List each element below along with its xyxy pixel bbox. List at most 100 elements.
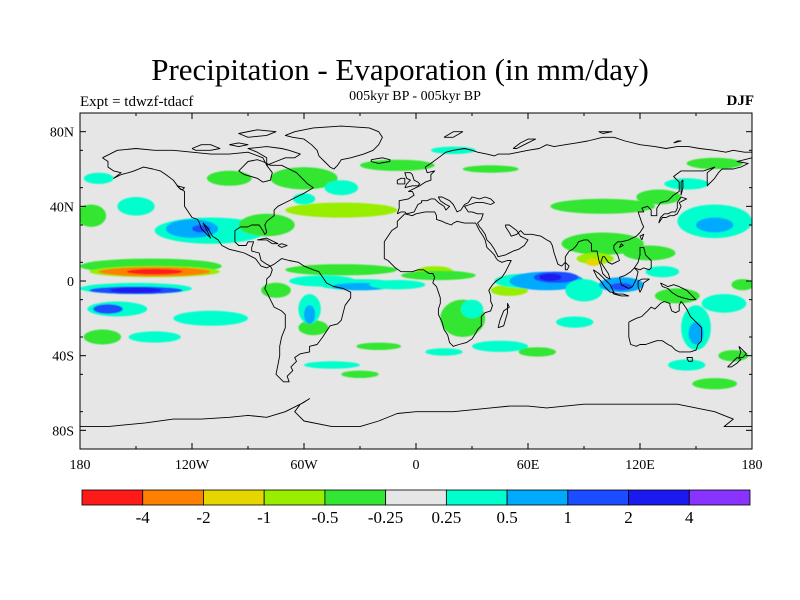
- coastline: [592, 269, 615, 293]
- anomaly-region: [462, 165, 519, 173]
- colorbar-swatch: [142, 489, 204, 506]
- colorbar-label: -4: [136, 508, 151, 527]
- anomaly-region: [83, 329, 122, 345]
- coastline: [619, 267, 639, 289]
- lon-tick-label: 120E: [625, 458, 655, 473]
- colorbar-label: -0.25: [368, 508, 403, 527]
- anomaly-region: [369, 280, 426, 290]
- coastline: [673, 140, 682, 144]
- lon-tick-label: 120W: [175, 458, 210, 473]
- coastline: [370, 157, 391, 164]
- anomaly-region: [261, 282, 291, 298]
- lon-tick-label: 0: [413, 458, 420, 473]
- coastline: [404, 172, 421, 189]
- anomaly-region: [128, 331, 181, 343]
- colorbar-swatch: [203, 489, 265, 506]
- coastline: [619, 243, 624, 248]
- coastline: [512, 138, 536, 149]
- coastline: [284, 125, 383, 170]
- coastline: [176, 185, 185, 190]
- coastline: [680, 179, 684, 196]
- anomaly-region: [636, 189, 682, 205]
- anomaly-region: [460, 299, 484, 319]
- anomaly-region: [696, 217, 734, 233]
- anomaly-region: [731, 279, 752, 291]
- coastline: [497, 302, 510, 329]
- colorbar-label: 1: [564, 508, 573, 527]
- lat-tick-label: 40N: [50, 200, 74, 215]
- anomaly-region: [518, 347, 556, 357]
- coastline: [658, 196, 688, 224]
- anomaly-region: [692, 378, 738, 390]
- coastline: [686, 357, 693, 362]
- anomaly-region: [109, 287, 163, 294]
- colorbar-swatch: [445, 489, 508, 506]
- lat-tick-label: 40S: [52, 350, 74, 365]
- coastline: [628, 301, 703, 353]
- colorbar-label: 2: [624, 508, 633, 527]
- experiment-label: Expt = tdwzf-tdacf: [80, 94, 194, 110]
- anomaly-region: [550, 198, 655, 214]
- season-label: DJF: [726, 93, 755, 109]
- anomaly-region: [304, 361, 360, 369]
- anomaly-region: [645, 266, 680, 278]
- anomaly-region: [292, 193, 316, 205]
- coastline: [738, 345, 747, 358]
- anomaly-region: [285, 202, 398, 218]
- coastline: [191, 144, 221, 151]
- colorbar-swatch: [567, 489, 629, 506]
- coastline: [660, 282, 697, 301]
- colorbar-label: 4: [685, 508, 694, 527]
- coastline: [443, 131, 464, 138]
- lon-tick-label: 180: [742, 458, 763, 473]
- colorbar-label: -0.5: [311, 508, 338, 527]
- coastline: [637, 278, 650, 293]
- anomaly-region: [324, 180, 359, 196]
- colorbar-label: -2: [196, 508, 210, 527]
- lat-tick-label: 80S: [52, 424, 74, 439]
- lon-tick-label: 180: [70, 458, 91, 473]
- anomaly-region: [623, 245, 676, 261]
- coastline: [264, 258, 352, 383]
- anomaly-region: [356, 342, 402, 350]
- anomaly-region: [472, 340, 528, 352]
- coastline: [639, 233, 645, 241]
- colorbar-label: 0.5: [496, 508, 517, 527]
- anomaly-region: [668, 359, 706, 371]
- coastline: [383, 211, 512, 347]
- anomaly-region: [576, 253, 614, 265]
- anomaly-region: [360, 159, 435, 171]
- anomaly-region: [238, 213, 295, 237]
- anomaly-region: [425, 348, 463, 356]
- anomaly-region: [610, 282, 633, 291]
- coastline: [277, 243, 288, 248]
- colorbar-label: 0.25: [432, 508, 462, 527]
- anomaly-region: [556, 316, 594, 328]
- anomaly-region: [686, 157, 743, 169]
- anomaly-region: [206, 170, 252, 186]
- coastline: [247, 146, 301, 166]
- anomaly-region: [126, 268, 183, 275]
- anomaly-region: [701, 294, 747, 313]
- colorbar-swatch: [324, 489, 387, 506]
- anomaly-region: [83, 172, 114, 184]
- coastline: [80, 398, 752, 428]
- coastline: [564, 261, 570, 271]
- anomaly-region: [304, 305, 316, 324]
- anomaly-region: [117, 197, 155, 216]
- anomaly-region: [285, 264, 398, 276]
- anomaly-region: [688, 322, 704, 345]
- anomaly-region: [165, 219, 219, 238]
- lat-tick-label: 80N: [50, 126, 74, 141]
- colorbar-label: -1: [257, 508, 271, 527]
- anomaly-region: [93, 304, 123, 314]
- coastline: [396, 177, 406, 185]
- coastline: [238, 129, 277, 138]
- coastline: [257, 237, 279, 245]
- coastline: [611, 291, 630, 297]
- page-title: Precipitation - Evaporation (in mm/day): [151, 52, 649, 87]
- lon-tick-label: 60W: [290, 458, 318, 473]
- coastline: [598, 131, 613, 134]
- colorbar-swatch: [506, 489, 569, 506]
- anomaly-region: [173, 310, 248, 326]
